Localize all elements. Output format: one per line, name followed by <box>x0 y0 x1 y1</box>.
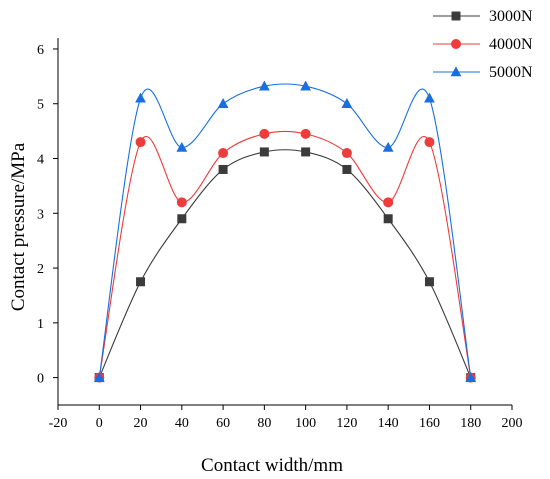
data-point-4000n <box>300 128 311 139</box>
data-point-3000n <box>383 214 393 224</box>
y-tick-label: 6 <box>37 43 44 58</box>
data-point-4000n <box>135 137 146 148</box>
data-point-3000n <box>177 214 187 224</box>
x-tick-label: 180 <box>460 416 481 431</box>
y-tick-label: 3 <box>37 207 44 222</box>
y-tick-label: 4 <box>37 153 44 168</box>
y-tick-label: 2 <box>37 262 44 277</box>
series-curves <box>98 83 472 378</box>
data-point-3000n <box>424 277 434 287</box>
data-point-4000n <box>424 137 435 148</box>
data-point-4000n <box>259 128 270 139</box>
x-tick-label: 200 <box>502 416 523 431</box>
x-axis-title: Contact width/mm <box>201 455 343 476</box>
series-line-5000n <box>98 83 472 378</box>
data-point-5000n <box>93 371 105 382</box>
series-line-4000n <box>98 131 472 378</box>
data-point-5000n <box>300 80 312 91</box>
series-line-3000n <box>98 149 472 378</box>
x-tick-label: 60 <box>216 416 230 431</box>
data-point-5000n <box>176 141 188 152</box>
data-point-5000n <box>424 92 435 103</box>
data-point-4000n <box>218 148 229 159</box>
data-point-5000n <box>217 98 229 108</box>
data-point-3000n <box>136 277 146 287</box>
x-tick-label: 140 <box>378 416 399 431</box>
x-tick-label: 40 <box>175 416 189 431</box>
data-point-3000n <box>218 164 228 174</box>
data-point-4000n <box>383 197 394 208</box>
x-tick-label: -20 <box>49 416 68 431</box>
data-point-5000n <box>465 371 477 382</box>
x-tick-label: 120 <box>336 416 357 431</box>
legend: 3000N 4000N 5000N <box>433 8 533 81</box>
legend-marker-5000n <box>450 66 462 77</box>
axes: -20 0 20 40 60 80 100 120 140 160 180 200 0 1 2 3 4 5 6 <box>37 38 523 431</box>
legend-label-4000n: 4000N <box>489 36 533 53</box>
data-point-3000n <box>259 147 269 157</box>
x-tick-label: 20 <box>134 416 148 431</box>
y-tick-label: 1 <box>37 317 44 332</box>
data-point-3000n <box>342 164 352 174</box>
x-tick-label: 0 <box>96 416 103 431</box>
y-axis-title: Contact pressure/MPa <box>8 142 29 311</box>
y-tick-label: 5 <box>37 98 44 113</box>
data-point-5000n <box>382 141 394 152</box>
y-tick-label: 0 <box>37 372 44 387</box>
data-point-5000n <box>258 80 270 91</box>
data-point-5000n <box>135 92 146 103</box>
data-point-4000n <box>176 197 187 208</box>
legend-marker-3000n <box>451 11 461 21</box>
x-tick-label: 100 <box>295 416 316 431</box>
data-point-3000n <box>301 147 311 157</box>
legend-label-5000n: 5000N <box>489 64 533 81</box>
x-tick-label: 80 <box>257 416 271 431</box>
data-point-4000n <box>341 148 352 159</box>
x-tick-label: 160 <box>419 416 440 431</box>
series-markers <box>93 80 477 383</box>
legend-marker-4000n <box>451 39 461 49</box>
legend-label-3000n: 3000N <box>489 8 533 25</box>
data-point-5000n <box>341 98 353 108</box>
